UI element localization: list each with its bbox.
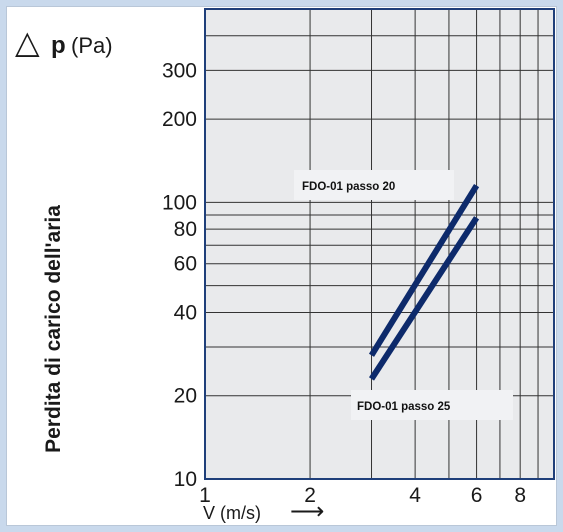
y-axis-symbol: △ xyxy=(15,24,40,60)
plot-frame xyxy=(204,8,555,480)
series-label-passo-20: FDO-01 passo 20 xyxy=(294,170,454,200)
x-tick-label: 8 xyxy=(514,484,526,507)
x-axis-label: V (m/s) xyxy=(203,503,261,523)
x-tick-label: 2 xyxy=(304,484,316,507)
x-tick-label: 6 xyxy=(471,484,483,507)
series-line-0 xyxy=(368,183,480,357)
x-tick-label: 4 xyxy=(409,484,421,507)
x-tick-label: 1 xyxy=(199,484,211,507)
y-tick-label: 200 xyxy=(162,108,197,131)
y-tick-label: 20 xyxy=(174,385,197,408)
series-label-text: FDO-01 passo 25 xyxy=(357,401,451,413)
series-label-box xyxy=(294,170,454,200)
y-tick-labels: 10 20 40 60 80 100 200 300 xyxy=(162,59,197,491)
y-axis-title: Perdita di carico dell'aria xyxy=(42,205,65,453)
chart-frame: △ p (Pa) Perdita di carico dell'aria 10 2… xyxy=(6,6,557,526)
series-lines xyxy=(368,183,480,381)
series-label-box xyxy=(351,390,513,420)
y-tick-label: 100 xyxy=(162,191,197,214)
series-label-passo-25: FDO-01 passo 25 xyxy=(351,390,513,420)
y-tick-label: 300 xyxy=(162,59,197,82)
y-tick-label: 60 xyxy=(174,253,197,276)
x-axis-arrow-icon: ⟶ xyxy=(290,498,324,525)
chart-svg: △ p (Pa) Perdita di carico dell'aria 10 2… xyxy=(15,8,555,525)
y-axis-variable: p xyxy=(51,32,66,59)
series-label-text: FDO-01 passo 20 xyxy=(302,181,395,193)
x-tick-labels: 1 2 4 6 8 xyxy=(199,484,526,507)
y-axis-unit: (Pa) xyxy=(71,33,113,58)
y-tick-label: 40 xyxy=(174,301,197,324)
y-tick-label: 10 xyxy=(174,468,197,491)
series-line-1 xyxy=(369,216,480,381)
y-tick-label: 80 xyxy=(174,218,197,241)
